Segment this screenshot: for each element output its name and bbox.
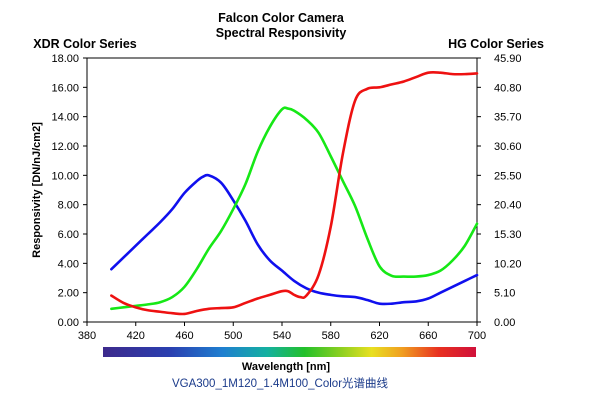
right-y-axis-ticks: 0.00 5.10 10.20 15.30 20.40 25.50 30.60 35.70 40… [477,53,522,329]
chart-subtitle: Spectral Responsivity [216,26,347,40]
x-tick-label: 500 [224,330,242,342]
right-y-tick-label: 45.90 [494,53,522,65]
y-tick-label: 4.00 [58,258,79,270]
chart-title: Falcon Color Camera [218,11,345,25]
y-tick-label: 10.00 [51,170,79,182]
series-line-2 [110,106,479,311]
x-tick-label: 460 [175,330,193,342]
x-tick-label: 420 [127,330,145,342]
x-tick-label: 620 [370,330,388,342]
right-y-tick-label: 25.50 [494,170,522,182]
x-axis-label: Wavelength [nm] [242,361,331,373]
x-tick-label: 660 [419,330,437,342]
y-tick-label: 18.00 [51,53,79,65]
y-tick-label: 0.00 [58,317,79,329]
chart-caption: VGA300_1M120_1.4M100_Color光谱曲线 [172,376,389,390]
right-y-tick-label: 30.60 [494,141,522,153]
right-y-tick-label: 0.00 [494,317,515,329]
x-tick-label: 540 [273,330,291,342]
left-axis-title: XDR Color Series [33,37,137,51]
right-y-tick-label: 35.70 [494,112,522,124]
right-axis-title: HG Color Series [448,37,544,51]
x-tick-label: 700 [468,330,486,342]
plot-frame [86,57,478,323]
y-tick-label: 14.00 [51,112,79,124]
y-tick-label: 2.00 [58,288,79,300]
y-tick-label: 12.00 [51,141,79,153]
y-tick-label: 16.00 [51,82,79,94]
x-tick-label: 380 [78,330,96,342]
y-axis-ticks: 0.00 2.00 4.00 6.00 8.00 10.00 12.00 14.00 16.00… [51,53,87,329]
right-y-tick-label: 5.10 [494,288,515,300]
y-axis-label: Responsivity [DN/nJ/cm2] [31,122,43,258]
series-layer [110,70,479,316]
y-tick-label: 6.00 [58,229,79,241]
series-line-1 [110,173,479,306]
right-y-tick-label: 15.30 [494,229,522,241]
x-axis-ticks: 380 420 460 500 540 580 620 660 700 [78,322,486,342]
right-y-tick-label: 40.80 [494,82,522,94]
x-tick-label: 580 [322,330,340,342]
right-y-tick-label: 20.40 [494,200,522,212]
series-line-3 [110,70,479,316]
wavelength-spectrum-bar [103,347,476,357]
right-y-tick-label: 10.20 [494,258,522,270]
y-tick-label: 8.00 [58,200,79,212]
